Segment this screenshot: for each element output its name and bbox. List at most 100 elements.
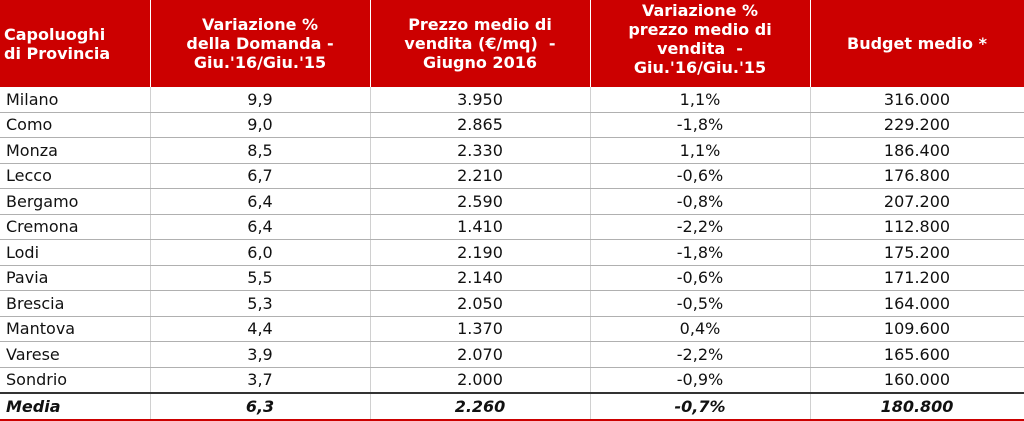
header-cell: Budget medio *: [810, 0, 1024, 87]
cell: 3.950: [370, 87, 591, 113]
header-text: Variazione % prezzo medio di vendita - Giu.…: [595, 1, 806, 77]
cell: -0,7%: [590, 392, 811, 421]
header-line: Giu.'16/Giu.'15: [193, 53, 327, 72]
cell: 2.865: [370, 112, 591, 138]
cell: 5,3: [150, 290, 371, 317]
data-row: Sondrio 3,7 2.000 -0,9% 160.000: [0, 367, 1024, 394]
cell: -0,6%: [590, 163, 811, 189]
cell: -0,6%: [590, 265, 811, 291]
cell: -1,8%: [590, 112, 811, 138]
cell: 112.800: [810, 214, 1024, 240]
cell: Lecco: [0, 163, 151, 189]
data-row: Lodi 6,0 2.190 -1,8% 175.200: [0, 239, 1024, 266]
cell: 1.410: [370, 214, 591, 240]
data-row: Brescia 5,3 2.050 -0,5% 164.000: [0, 290, 1024, 317]
cell: 9,0: [150, 112, 371, 138]
cell: 2.590: [370, 188, 591, 215]
data-row: Milano 9,9 3.950 1,1% 316.000: [0, 87, 1024, 113]
data-row: Bergamo 6,4 2.590 -0,8% 207.200: [0, 188, 1024, 215]
header-text: Prezzo medio di vendita (€/mq) - Giugno 20…: [375, 15, 586, 72]
cell: -1,8%: [590, 239, 811, 266]
header-line: Giu.'16/Giu.'15: [633, 57, 767, 77]
cell: -2,2%: [590, 214, 811, 240]
cell: -2,2%: [590, 341, 811, 368]
header-line: Giugno 2016: [423, 53, 537, 72]
header-cell: Capoluoghi di Provincia: [0, 0, 151, 87]
data-row: Como 9,0 2.865 -1,8% 229.200: [0, 112, 1024, 138]
table-body: Milano 9,9 3.950 1,1% 316.000 Como 9,0 2.865 -1,…: [0, 87, 1024, 421]
cell: 1,1%: [590, 87, 811, 113]
header-line: della Domanda -: [186, 34, 334, 53]
cell: 3,7: [150, 367, 371, 394]
header-line: Variazione %: [201, 15, 319, 34]
header-cell: Prezzo medio di vendita (€/mq) - Giugno 20…: [370, 0, 591, 87]
header-line: vendita (€/mq) -: [404, 34, 556, 53]
cell: Cremona: [0, 214, 151, 240]
cell: 5,5: [150, 265, 371, 291]
data-row: Mantova 4,4 1.370 0,4% 109.600: [0, 316, 1024, 342]
cell: 171.200: [810, 265, 1024, 291]
cell: -0,5%: [590, 290, 811, 317]
cell: 175.200: [810, 239, 1024, 266]
header-line: Variazione %: [641, 0, 759, 20]
header-cell: Variazione % prezzo medio di vendita - Giu.…: [590, 0, 811, 87]
cell: 2.330: [370, 137, 591, 164]
cell: 160.000: [810, 367, 1024, 394]
data-row: Lecco 6,7 2.210 -0,6% 176.800: [0, 163, 1024, 189]
cell: 6,4: [150, 214, 371, 240]
cell: 316.000: [810, 87, 1024, 113]
cell: 2.050: [370, 290, 591, 317]
cell: Sondrio: [0, 367, 151, 394]
cell: -0,8%: [590, 188, 811, 215]
cell: 2.000: [370, 367, 591, 394]
cell: 2.260: [370, 392, 591, 421]
cell: Mantova: [0, 316, 151, 342]
cell: 6,4: [150, 188, 371, 215]
header-text: Variazione % della Domanda - Giu.'16/Giu.'…: [155, 15, 366, 72]
cell: 2.070: [370, 341, 591, 368]
cell: 176.800: [810, 163, 1024, 189]
cell: Bergamo: [0, 188, 151, 215]
data-row: Monza 8,5 2.330 1,1% 186.400: [0, 137, 1024, 164]
header-line: di Provincia: [4, 43, 111, 63]
cell: 164.000: [810, 290, 1024, 317]
cell: 2.190: [370, 239, 591, 266]
cell: -0,9%: [590, 367, 811, 394]
data-row: Pavia 5,5 2.140 -0,6% 171.200: [0, 265, 1024, 291]
cell: 229.200: [810, 112, 1024, 138]
cell: 4,4: [150, 316, 371, 342]
cell: 6,3: [150, 392, 371, 421]
cell: Media: [0, 392, 151, 421]
cell: 1,1%: [590, 137, 811, 164]
header-line: Prezzo medio di: [408, 15, 552, 34]
cell: 109.600: [810, 316, 1024, 342]
data-row: Varese 3,9 2.070 -2,2% 165.600: [0, 341, 1024, 368]
cell: 186.400: [810, 137, 1024, 164]
header-row: Capoluoghi di Provincia Variazione % della …: [0, 0, 1024, 87]
cell: 165.600: [810, 341, 1024, 368]
cell: 2.140: [370, 265, 591, 291]
header-line: Capoluoghi: [4, 24, 106, 44]
header-line: Budget medio *: [847, 34, 987, 53]
header-cell: Variazione % della Domanda - Giu.'16/Giu.'…: [150, 0, 371, 87]
cell: 8,5: [150, 137, 371, 164]
cell: Pavia: [0, 265, 151, 291]
cell: 180.800: [810, 392, 1024, 421]
cell: Lodi: [0, 239, 151, 266]
cell: 207.200: [810, 188, 1024, 215]
cell: 6,7: [150, 163, 371, 189]
cell: Milano: [0, 87, 151, 113]
cell: 9,9: [150, 87, 371, 113]
cell: 6,0: [150, 239, 371, 266]
cell: Brescia: [0, 290, 151, 317]
header-line: vendita -: [657, 38, 743, 58]
cell: 3,9: [150, 341, 371, 368]
header-text: Budget medio *: [815, 34, 1020, 53]
cell: 2.210: [370, 163, 591, 189]
cell: Monza: [0, 137, 151, 164]
header-text: Capoluoghi di Provincia: [4, 25, 146, 63]
cell: 1.370: [370, 316, 591, 342]
total-row: Media 6,3 2.260 -0,7% 180.800: [0, 392, 1024, 421]
